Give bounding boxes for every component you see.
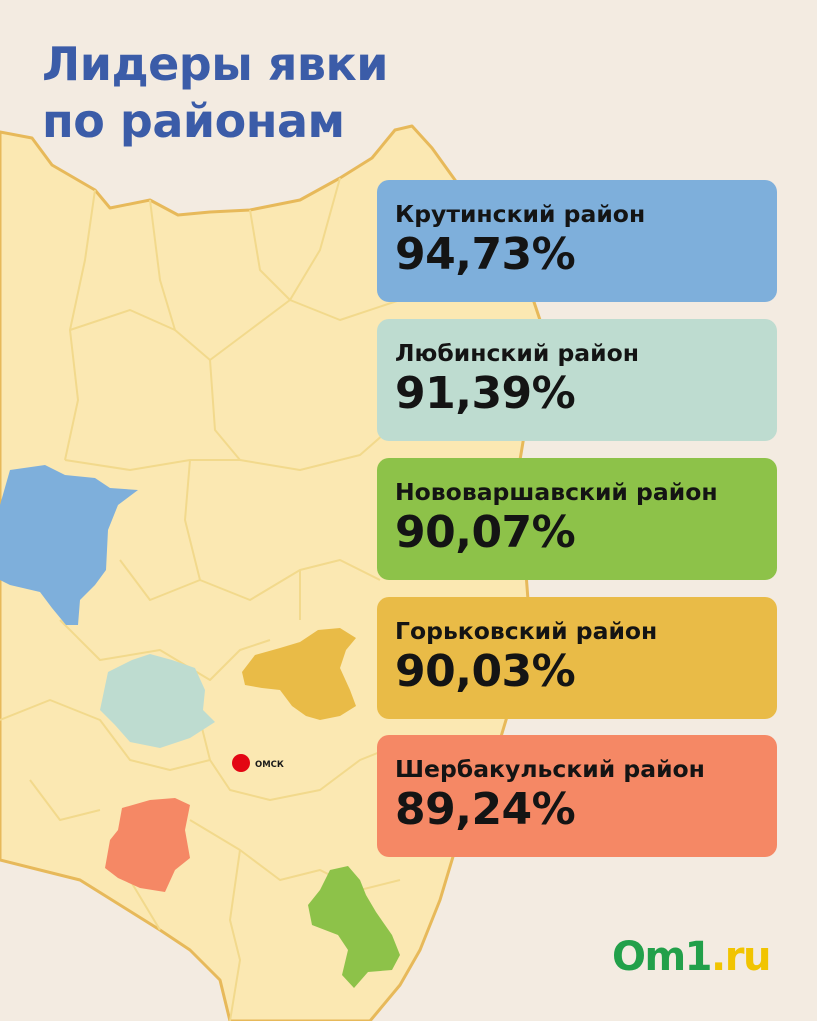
district-name: Шербакульский район <box>395 755 705 783</box>
page-title: Лидеры явки по районам <box>42 36 388 150</box>
district-card-gorkovsky: Горьковский район 90,03% <box>377 597 777 719</box>
district-turnout: 94,73% <box>395 229 576 280</box>
district-turnout: 90,03% <box>395 646 576 697</box>
omsk-city-marker <box>232 754 250 772</box>
district-card-lyubinsky: Любинский район 91,39% <box>377 319 777 441</box>
district-name: Нововаршавский район <box>395 478 718 506</box>
novovarshavsky-district <box>308 866 400 988</box>
krutinsky-district <box>0 465 138 625</box>
district-turnout: 90,07% <box>395 507 576 558</box>
district-name: Крутинский район <box>395 200 646 228</box>
omsk-city-label: ОМСК <box>255 760 284 770</box>
district-turnout: 91,39% <box>395 368 576 419</box>
logo-part-2: .ru <box>711 934 771 980</box>
district-card-krutinsky: Крутинский район 94,73% <box>377 180 777 302</box>
logo-part-1: Om1 <box>612 934 713 980</box>
district-card-sherbakulsky: Шербакульский район 89,24% <box>377 735 777 857</box>
om1-logo: Om1.ru <box>612 932 771 982</box>
gorkovsky-district <box>242 628 356 720</box>
district-name: Горьковский район <box>395 617 658 645</box>
title-line-1: Лидеры явки <box>42 37 388 91</box>
sherbakulsky-district <box>105 798 190 892</box>
lyubinsky-district <box>100 654 215 748</box>
title-line-2: по районам <box>42 94 345 148</box>
district-turnout: 89,24% <box>395 784 576 835</box>
district-name: Любинский район <box>395 339 639 367</box>
district-card-novovarshavsky: Нововаршавский район 90,07% <box>377 458 777 580</box>
